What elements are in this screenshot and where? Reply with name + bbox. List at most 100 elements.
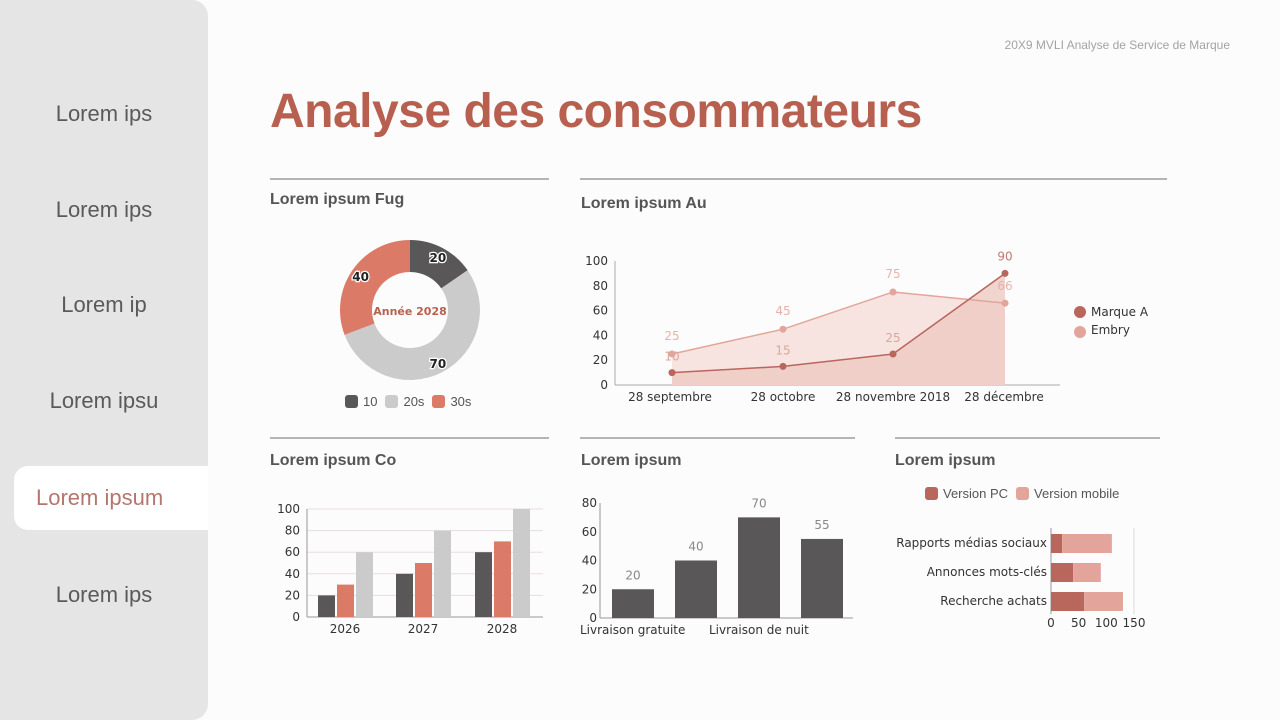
y-tick: 0: [292, 610, 300, 624]
y-tick: 0: [589, 611, 597, 625]
x-tick: 2028: [487, 622, 518, 636]
slice-label: 20: [430, 251, 447, 265]
legend-embry-icon: [1074, 326, 1086, 338]
bar: [513, 509, 530, 617]
header-note: 20X9 MVLI Analyse de Service de Marque: [1004, 38, 1230, 52]
marque-a-point: [779, 362, 787, 370]
embry-point: [1001, 299, 1009, 307]
legend-embry: Embry: [1091, 323, 1130, 337]
panel-divider: [580, 437, 855, 439]
x-tick: 28 décembre: [964, 390, 1043, 404]
bar: [475, 552, 492, 617]
donut-legend: 10 20s 30s: [345, 394, 479, 409]
y-tick: 20: [593, 353, 608, 367]
bar-pc: [1051, 534, 1063, 553]
sidebar: Lorem ips Lorem ips Lorem ip Lorem ipsu …: [0, 0, 208, 720]
embry-value: 45: [775, 304, 790, 318]
bar: [318, 595, 335, 617]
y-tick: Recherche achats: [940, 594, 1047, 608]
embry-point: [668, 350, 676, 358]
horizontal-bar-chart: Rapports médias sociaux Annonces mots-clé…: [896, 528, 1146, 630]
sidebar-item-4[interactable]: Lorem ipsu: [0, 369, 208, 433]
legend-item: Version PC: [925, 486, 1008, 501]
bar-value: 40: [688, 540, 703, 554]
x-tick: 100: [1095, 616, 1118, 630]
marque-a-point: [1001, 269, 1009, 277]
sidebar-item-6[interactable]: Lorem ips: [0, 563, 208, 627]
x-tick: 2026: [330, 622, 361, 636]
marque-a-value: 10: [664, 350, 679, 364]
hbar-legend: Version PC Version mobile: [925, 486, 1127, 501]
legend-item: 10: [345, 394, 377, 409]
embry-line: [671, 291, 1006, 355]
y-tick: 40: [582, 554, 597, 568]
sidebar-item-label: Lorem ips: [55, 197, 153, 222]
bar: [675, 560, 717, 618]
sidebar-item-3[interactable]: Lorem ip: [0, 273, 208, 337]
sidebar-item-label: Lorem ip: [61, 292, 147, 317]
embry-value: 25: [664, 329, 679, 343]
sidebar-item-2[interactable]: Lorem ips: [0, 178, 208, 242]
embry-point: [889, 288, 897, 296]
marque-a-value: 25: [885, 331, 900, 345]
line-panel-title: Lorem ipsum Au: [581, 195, 707, 212]
donut-slice: [410, 240, 468, 289]
panel-divider: [270, 178, 549, 180]
bar: [415, 563, 432, 617]
x-tick: 150: [1123, 616, 1146, 630]
x-tick: 0: [1047, 616, 1055, 630]
x-tick: Livraison gratuite: [580, 623, 685, 637]
bar-mobile: [1062, 534, 1112, 553]
delivery-panel-title: Lorem ipsum: [581, 452, 682, 469]
panel-divider: [580, 178, 1167, 180]
marque-a-line: [671, 272, 1006, 374]
marque-a-point: [668, 369, 676, 377]
y-tick: 60: [285, 545, 300, 559]
delivery-bar-chart: 0 20 40 60 80 20 40 70 55 Livraison gratuite Livra…: [580, 496, 853, 637]
y-tick: 80: [285, 524, 300, 538]
x-tick: 50: [1071, 616, 1086, 630]
y-tick: 0: [600, 378, 608, 392]
bar: [494, 541, 511, 617]
bar-value: 20: [625, 568, 640, 582]
legend-item: 20s: [385, 394, 424, 409]
x-tick: Livraison de nuit: [709, 623, 809, 637]
sidebar-item-label: Lorem ips: [55, 101, 153, 126]
bar-mobile: [1073, 563, 1101, 582]
y-tick: 40: [593, 328, 608, 342]
sidebar-item-5-active[interactable]: Lorem ipsum: [14, 466, 208, 530]
sidebar-item-label: Lorem ipsu: [49, 388, 159, 413]
x-tick: 28 septembre: [628, 390, 712, 404]
y-tick: 20: [285, 588, 300, 602]
sidebar-item-label: Lorem ips: [55, 582, 153, 607]
donut-panel-title: Lorem ipsum Fug: [270, 191, 405, 208]
bar-value: 55: [814, 518, 829, 532]
legend-marque-a-icon: [1074, 306, 1086, 318]
y-tick: 20: [582, 582, 597, 596]
panel-divider: [895, 437, 1160, 439]
sidebar-item-1[interactable]: Lorem ips: [0, 82, 208, 146]
y-tick: Rapports médias sociaux: [896, 536, 1047, 550]
embry-value: 66: [997, 279, 1012, 293]
embry-point: [779, 325, 787, 333]
slice-label: 70: [430, 357, 447, 371]
grouped-panel-title: Lorem ipsum Co: [270, 452, 397, 469]
bar: [612, 589, 654, 618]
panel-divider: [270, 437, 549, 439]
donut-slice: [344, 270, 480, 380]
y-tick: Annonces mots-clés: [927, 565, 1047, 579]
marque-a-area: [672, 273, 1005, 385]
x-tick: 2027: [408, 622, 439, 636]
bar: [738, 517, 780, 618]
line-chart: 0 20 40 60 80 100 25 45 75 66 10 15 25 90 28 septembre…: [585, 249, 1149, 404]
bar: [801, 538, 843, 618]
legend-marque-a: Marque A: [1091, 305, 1149, 319]
bar-mobile: [1084, 592, 1123, 611]
bar: [337, 584, 354, 617]
hbar-panel-title: Lorem ipsum: [895, 452, 996, 469]
bar: [434, 530, 451, 617]
donut-chart: 20 70 40 Année 2028: [340, 240, 480, 380]
bar-pc: [1051, 592, 1085, 611]
bar-value: 70: [751, 496, 766, 510]
donut-slice: [340, 240, 410, 335]
